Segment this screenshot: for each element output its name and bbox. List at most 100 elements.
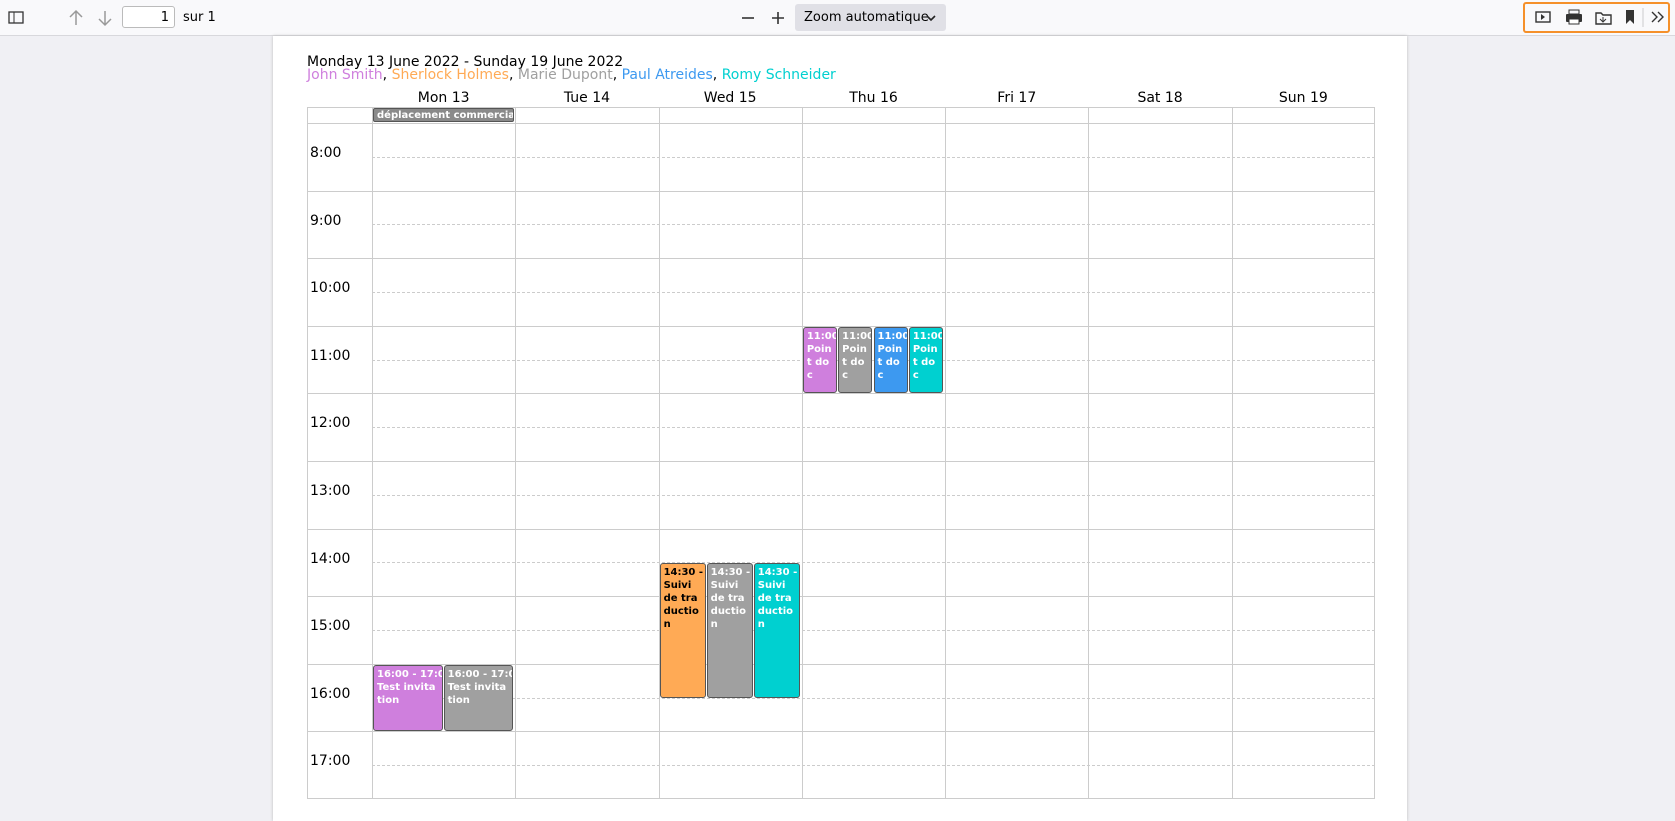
hour-label: 14:00	[310, 550, 351, 567]
event-time: 11:00	[842, 330, 873, 342]
event-time: 14:30 -	[757, 567, 798, 579]
event-title: Test invitation	[377, 681, 436, 706]
save[interactable]	[1595, 12, 1612, 25]
zoom-label: Zoom automatique	[804, 10, 929, 25]
event-time: 16:00 - 17:00	[377, 668, 442, 680]
event-title: Test invitation	[447, 681, 507, 706]
chevron	[926, 15, 936, 22]
column-line	[801, 107, 803, 799]
event: 11:00 Point doc	[802, 326, 838, 394]
day-header: Wed 15	[703, 90, 757, 106]
print[interactable]	[1566, 9, 1582, 25]
people-list: John Smith, Sherlock Holmes, Marie Dupon…	[307, 67, 836, 83]
presentation[interactable]	[1535, 11, 1551, 23]
half-hour-line	[372, 292, 1375, 293]
half-hour-line	[372, 765, 1375, 767]
hour-line	[307, 461, 1375, 462]
event: 14:30 - Suivi de traduction	[659, 563, 706, 698]
person: Paul Atreides	[621, 67, 713, 83]
column-line	[1231, 107, 1233, 799]
next-page[interactable]	[95, 8, 115, 28]
hour-line	[307, 190, 1375, 192]
half-hour-line	[372, 562, 1375, 564]
calendar-title: Monday 13 June 2022 - Sunday 19 June 202…	[307, 54, 624, 70]
toolbar: 1 sur 1 Zoom automatique	[0, 0, 1675, 36]
column-line	[658, 107, 660, 799]
grid-frame	[307, 107, 1375, 799]
event: 16:00 - 17:00Test invitation	[443, 664, 514, 732]
event-title: Point doc	[912, 343, 938, 381]
hour-line	[307, 528, 1375, 530]
event-time: 11:00	[806, 330, 838, 342]
event-title: Suivi de traduction	[710, 580, 746, 631]
more-tools[interactable]	[1651, 11, 1664, 23]
person: John Smith	[307, 67, 383, 83]
event-time: 16:00 - 17:00	[447, 668, 513, 680]
event-time: 14:30 -	[663, 567, 704, 579]
event: 14:30 - Suivi de traduction	[753, 563, 800, 698]
hour-label: 16:00	[310, 685, 351, 702]
hour-line	[307, 258, 1375, 260]
column-line	[945, 107, 947, 799]
half-hour-line	[372, 224, 1375, 226]
hour-label: 8:00	[310, 145, 342, 161]
day-header: Fri 17	[997, 90, 1037, 106]
hour-line	[307, 731, 1375, 733]
event-time: 11:00	[912, 330, 944, 342]
person: Marie Dupont	[517, 67, 613, 83]
page-count: sur 1	[183, 10, 216, 25]
separator: ,	[508, 67, 518, 83]
event-title: Suivi de traduction	[663, 580, 699, 631]
half-hour-line	[372, 697, 1375, 699]
hour-line	[307, 596, 1375, 598]
hour-label: 15:00	[310, 618, 351, 635]
sidebar-toggle[interactable]	[6, 8, 26, 28]
half-hour-line	[372, 427, 1375, 429]
day-header: Sun 19	[1278, 90, 1328, 106]
event: 11:00 Point doc	[838, 326, 873, 394]
hour-line	[307, 325, 1375, 327]
person: Sherlock Holmes	[391, 67, 509, 83]
event-title: Point doc	[842, 343, 867, 381]
tool-icons	[1535, 8, 1664, 27]
event-title: Suivi de traduction	[757, 580, 794, 631]
zoom-out[interactable]	[738, 8, 758, 28]
day-header: Tue 14	[563, 90, 611, 106]
bookmark[interactable]	[1626, 10, 1634, 24]
person: Romy Schneider	[721, 67, 836, 83]
hour-label: 10:00	[310, 280, 351, 297]
hour-label: 12:00	[310, 415, 351, 432]
page-input[interactable]: 1	[122, 6, 175, 28]
previous-page[interactable]	[66, 8, 86, 28]
hour-label: 11:00	[310, 347, 351, 364]
tool-group	[1523, 2, 1670, 33]
separator: ,	[382, 67, 392, 83]
hour-label: 9:00	[310, 212, 342, 229]
event: 11:00 Point doc	[873, 326, 908, 394]
event-title: Point doc	[877, 343, 903, 381]
day-header: Sat 18	[1137, 90, 1183, 106]
separator: ,	[712, 67, 722, 83]
event: 16:00 - 17:00Test invitation	[373, 664, 443, 732]
zoom-in[interactable]	[768, 8, 788, 28]
separator: ,	[612, 67, 622, 83]
hour-label: 13:00	[310, 483, 351, 499]
event-time: 11:00	[877, 330, 908, 342]
half-hour-line	[372, 630, 1375, 631]
half-hour-line	[372, 494, 1375, 496]
all-day-event: déplacement commercial	[373, 108, 515, 122]
zoom-select[interactable]: Zoom automatique	[795, 4, 946, 31]
hour-line	[307, 663, 1375, 665]
event: 11:00 Point doc	[908, 326, 944, 394]
half-hour-line	[372, 156, 1375, 158]
column-line	[1088, 107, 1090, 799]
day-header: Mon 13	[417, 90, 470, 106]
hour-line	[307, 123, 1375, 124]
hour-label: 17:00	[310, 753, 351, 770]
day-header: Thu 16	[849, 90, 898, 106]
column-line	[515, 107, 517, 799]
time-column-line	[372, 107, 373, 799]
hour-line	[307, 393, 1375, 395]
